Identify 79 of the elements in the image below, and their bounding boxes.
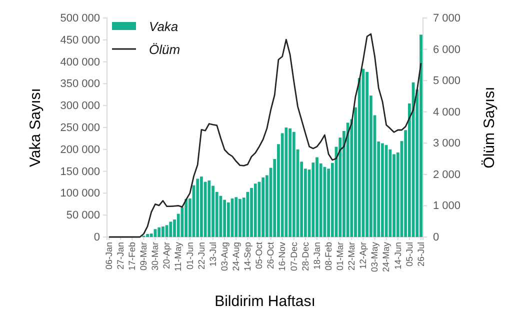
y2-tick-label: 3 000: [433, 138, 461, 150]
x-tick-label: 30-Mar: [150, 242, 160, 271]
bar: [184, 198, 188, 237]
x-tick-label: 12-Apr: [358, 242, 368, 270]
x-tick-label: 05-Jul: [404, 242, 414, 267]
legend-label: Vaka: [149, 19, 178, 34]
x-tick-label: 14-Sep: [242, 242, 253, 272]
y-tick-label: 300 000: [60, 100, 100, 112]
y-tick-label: 400 000: [60, 56, 100, 68]
bar: [158, 227, 161, 237]
y-tick-label: 500 000: [60, 12, 100, 25]
x-tick-label: 08-Feb: [323, 242, 334, 271]
y2-tick-label: 5 000: [433, 75, 461, 88]
y-tick-label: 450 000: [60, 34, 100, 46]
x-tick-label: 13-Jul: [208, 242, 218, 267]
x-tick-label: 01-Mar: [334, 242, 345, 271]
bar: [284, 128, 288, 237]
bar: [161, 226, 164, 237]
y-tick-label: 100 000: [60, 188, 100, 200]
bar: [384, 145, 388, 237]
y2-tick-label: 2 000: [433, 168, 461, 181]
x-tick-label: 24-Aug: [230, 242, 241, 272]
bar: [238, 198, 242, 237]
y-tick-label: 150 000: [60, 166, 100, 178]
y2-axis-title: Ölüm Sayısı: [481, 86, 498, 168]
x-axis-title: Bildirim Haftası: [214, 293, 316, 310]
bar: [208, 180, 211, 237]
x-tick-label: 16-Nov: [277, 242, 288, 272]
x-tick-label: 24-May: [381, 242, 392, 272]
x-tick-label: 03-Aug: [219, 242, 230, 272]
bar: [388, 149, 392, 237]
y2-tick-label: 0: [433, 232, 440, 244]
bar: [196, 178, 200, 237]
line-series: [108, 33, 422, 238]
x-tick-label: 27-Jan: [115, 242, 126, 270]
y-axis-title: Vaka Sayısı: [27, 88, 44, 167]
x-tick-label: 18-Jan: [312, 242, 322, 270]
bar: [381, 143, 384, 237]
bar: [150, 233, 153, 237]
x-tick-label: 22-Mar: [346, 242, 357, 271]
bar: [200, 176, 203, 237]
legend-label: Ölüm: [149, 42, 180, 57]
x-tick-label: 03-May: [370, 242, 380, 272]
y-tick-label: 350 000: [60, 78, 100, 90]
x-tick-label: 14-Jun: [392, 242, 403, 270]
x-tick-label: 22-Jun: [196, 242, 206, 270]
bar: [254, 184, 257, 237]
x-tick-label: 07-Dec: [288, 242, 299, 272]
bar: [316, 157, 318, 237]
y-tick-label: 250 000: [60, 122, 100, 134]
y2-tick-label: 4 000: [433, 106, 461, 118]
x-tick-label: 11-May: [173, 242, 184, 272]
bar: [420, 34, 422, 237]
x-tick-label: 20-Apr: [162, 242, 172, 270]
y2-tick-label: 6 000: [433, 44, 461, 56]
bar: [223, 200, 226, 237]
x-tick-label: 05-Oct: [254, 242, 264, 270]
y-tick-label: 0: [94, 232, 100, 244]
x-tick-label: 17-Feb: [127, 242, 138, 271]
x-tick-label: 09-Mar: [138, 242, 149, 271]
bar: [366, 72, 369, 237]
bar: [146, 234, 149, 237]
y-tick-label: 50 000: [66, 210, 100, 222]
y-tick-label: 200 000: [60, 144, 100, 156]
y2-tick-label: 1 000: [433, 200, 461, 212]
x-tick-label: 06-Jan: [104, 242, 114, 270]
x-tick-label: 28-Dec: [300, 242, 310, 272]
bar: [288, 128, 292, 237]
bar: [226, 202, 230, 237]
bar: [262, 177, 265, 237]
x-tick-label: 26-Jul: [416, 242, 426, 267]
y2-tick-label: 7 000: [433, 12, 461, 25]
bar: [246, 192, 250, 237]
bar: [169, 222, 172, 237]
bar: [234, 197, 238, 237]
bar: [250, 188, 253, 237]
bar: [292, 132, 296, 237]
x-tick-label: 26-Oct: [266, 242, 276, 270]
x-tick-label: 01-Jun: [184, 242, 195, 270]
